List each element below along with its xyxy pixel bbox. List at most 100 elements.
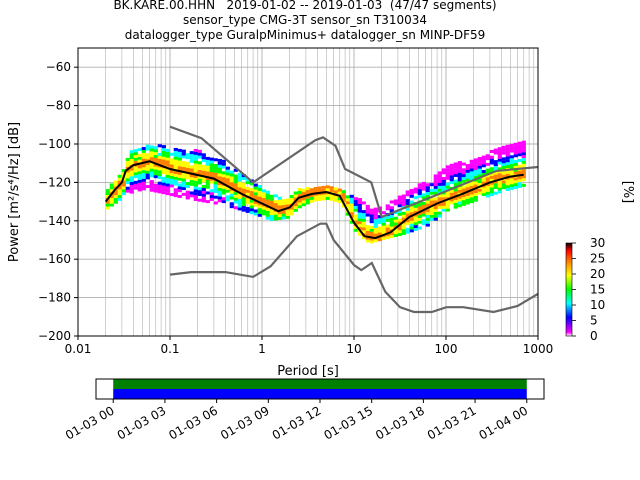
density-cell — [181, 155, 186, 159]
density-cell — [373, 233, 378, 237]
density-cell — [197, 167, 202, 171]
density-cell — [189, 151, 194, 155]
density-cell — [457, 201, 462, 205]
density-cell — [497, 173, 502, 177]
density-cell — [165, 148, 170, 152]
density-cell — [321, 197, 326, 201]
density-cell — [121, 186, 126, 190]
density-cell — [141, 167, 146, 171]
density-cell — [397, 218, 402, 222]
density-cell — [433, 208, 438, 212]
density-cell — [417, 226, 422, 230]
y-tick-label: −140 — [38, 214, 71, 228]
density-cell — [233, 186, 238, 190]
density-cell — [417, 203, 422, 207]
density-cell — [389, 206, 394, 210]
density-cell — [381, 216, 386, 220]
density-cell — [385, 218, 390, 222]
density-cell — [485, 177, 490, 181]
density-cell — [161, 171, 166, 175]
density-cell — [513, 180, 518, 184]
density-cell — [517, 184, 522, 188]
density-cell — [469, 174, 474, 178]
density-cell — [185, 164, 190, 168]
density-cell — [185, 167, 190, 171]
density-cell — [165, 180, 170, 184]
density-cell — [129, 184, 134, 188]
density-cell — [293, 197, 298, 201]
density-cell — [341, 204, 346, 208]
density-cell — [425, 209, 430, 213]
density-cell — [165, 183, 170, 187]
density-cell — [257, 190, 262, 194]
density-cell — [453, 171, 458, 175]
density-cell — [417, 194, 422, 198]
density-cell — [485, 162, 490, 166]
density-cell — [485, 185, 490, 189]
density-cell — [513, 148, 518, 152]
density-cell — [473, 167, 478, 171]
density-cell — [417, 183, 422, 187]
density-cell — [405, 222, 410, 226]
density-cell — [413, 225, 418, 229]
density-cell — [485, 191, 490, 195]
density-cell — [469, 168, 474, 172]
density-cell — [521, 169, 526, 173]
density-cell — [369, 208, 374, 212]
density-cell — [513, 185, 518, 189]
density-cell — [193, 192, 198, 196]
density-cell — [469, 185, 474, 189]
density-cell — [173, 150, 178, 154]
density-cell — [413, 190, 418, 194]
density-cell — [193, 177, 198, 181]
density-cell — [349, 212, 354, 216]
density-cell — [381, 231, 386, 235]
density-cell — [365, 239, 370, 243]
density-cell — [421, 193, 426, 197]
density-cell — [401, 217, 406, 221]
density-cell — [393, 216, 398, 220]
density-cell — [185, 182, 190, 186]
density-cell — [501, 183, 506, 187]
density-cell — [413, 196, 418, 200]
density-cell — [453, 168, 458, 172]
density-cell — [133, 166, 138, 170]
density-cell — [241, 197, 246, 201]
time-tick-label: 01-03 09 — [218, 403, 272, 442]
density-cell — [105, 192, 110, 195]
density-cell — [221, 171, 226, 175]
density-cell — [233, 194, 238, 198]
density-cell — [489, 161, 494, 165]
density-cell — [217, 190, 222, 194]
density-cell — [433, 183, 438, 187]
density-cell — [413, 204, 418, 208]
density-cell — [513, 142, 518, 146]
density-cell — [113, 189, 118, 193]
density-cell — [141, 184, 146, 188]
density-cell — [401, 203, 406, 207]
density-cell — [441, 168, 446, 172]
density-cell — [365, 204, 370, 208]
density-cell — [145, 170, 150, 174]
density-cell — [305, 201, 310, 205]
density-cell — [193, 157, 198, 161]
density-cell — [165, 163, 170, 167]
density-cell — [281, 202, 286, 206]
density-cell — [441, 182, 446, 186]
density-cell — [433, 200, 438, 204]
density-cell — [233, 168, 238, 172]
density-cell — [365, 207, 370, 211]
density-cell — [221, 200, 226, 204]
density-cell — [277, 216, 282, 220]
density-cell — [129, 176, 134, 180]
density-cell — [365, 236, 370, 240]
density-cell — [301, 191, 306, 195]
density-cell — [125, 157, 130, 161]
density-cell — [393, 199, 398, 203]
density-cell — [409, 217, 414, 221]
density-cell — [233, 183, 238, 187]
density-cell — [177, 157, 182, 161]
density-cell — [153, 154, 158, 158]
density-cell — [477, 165, 482, 169]
density-cell — [221, 197, 226, 201]
